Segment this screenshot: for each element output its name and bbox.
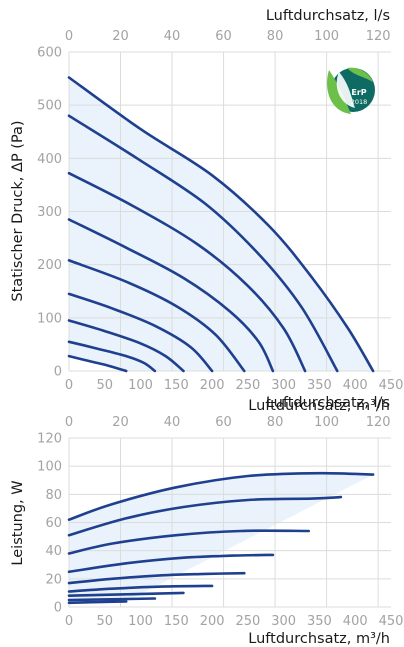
power-curve-8 — [67, 495, 343, 537]
pressure-x2-axis-title: Luftdurchsatz, l/s — [266, 8, 390, 24]
pressure-curve-8 — [67, 114, 339, 373]
power-y-tick-label: 0 — [54, 601, 62, 616]
power-curve-5 — [67, 571, 246, 585]
pressure-x2-tick-label: 20 — [112, 29, 129, 44]
pressure-x2-tick-label: 100 — [314, 29, 339, 44]
power-x2-axis-title: Luftdurchsatz, l/s — [266, 395, 390, 411]
pressure-x2-tick-label: 40 — [164, 29, 181, 44]
pressure-y-tick-label: 500 — [37, 99, 62, 114]
pressure-curve-7 — [67, 171, 307, 373]
pressure-y-tick-label: 0 — [54, 365, 62, 380]
pressure-y-tick-label: 100 — [37, 311, 62, 326]
pressure-y-tick-label: 600 — [37, 46, 62, 61]
power-x-tick-label: 450 — [379, 614, 404, 629]
power-y-axis-title: Leistung, W — [10, 480, 26, 565]
erp-leaf-top — [347, 67, 373, 82]
pressure-y-tick-label: 300 — [37, 205, 62, 220]
power-x2-tick-label: 0 — [65, 415, 73, 430]
erp-badge-text: ErP — [351, 88, 366, 97]
pressure-curve-2 — [67, 340, 157, 373]
pressure-y-tick-label: 400 — [37, 152, 62, 167]
pressure-x-tick-label: 200 — [200, 378, 225, 393]
power-y-tick-label: 40 — [45, 544, 62, 559]
power-y-tick-label: 60 — [45, 516, 62, 531]
pressure-x2-tick-label: 60 — [215, 29, 232, 44]
power-envelope-area — [69, 473, 374, 603]
pressure-x-tick-label: 0 — [65, 378, 73, 393]
power-curve-6 — [67, 553, 275, 574]
pressure-x-tick-label: 250 — [235, 378, 260, 393]
pressure-curve-6 — [67, 218, 275, 373]
power-x-tick-label: 50 — [97, 614, 114, 629]
power-x-tick-label: 250 — [235, 614, 260, 629]
power-x2-tick-label: 40 — [164, 415, 181, 430]
power-y-tick-label: 100 — [37, 460, 62, 475]
pressure-x2-tick-label: 0 — [65, 29, 73, 44]
power-curve-9 — [67, 471, 375, 521]
power-x-tick-label: 200 — [200, 614, 225, 629]
pressure-x-axis-title: Luftdurchsatz, m³/h — [248, 398, 390, 414]
erp-leaf-inner — [336, 72, 355, 108]
pressure-x-tick-label: 400 — [343, 378, 368, 393]
power-y-tick-label: 80 — [45, 488, 62, 503]
power-curve-1 — [67, 600, 128, 605]
pressure-x-tick-label: 50 — [97, 378, 114, 393]
power-x2-tick-label: 80 — [267, 415, 284, 430]
power-curve-2 — [67, 597, 157, 602]
pressure-x2-tick-label: 120 — [366, 29, 391, 44]
power-x2-tick-label: 20 — [112, 415, 129, 430]
pressure-curve-9 — [67, 76, 375, 373]
pressure-x-tick-label: 300 — [271, 378, 296, 393]
pressure-curve-1 — [67, 354, 128, 373]
pressure-y-tick-label: 200 — [37, 258, 62, 273]
pressure-curve-3 — [67, 319, 185, 373]
pressure-y-axis-title: Statischer Druck, ΔP (Pa) — [10, 120, 26, 301]
pressure-curve-4 — [67, 292, 214, 373]
power-y-tick-label: 20 — [45, 572, 62, 587]
erp-badge-year: 2018 — [351, 98, 368, 106]
pressure-x2-tick-label: 80 — [267, 29, 284, 44]
power-y-tick-label: 120 — [37, 432, 62, 447]
power-x-tick-label: 150 — [164, 614, 189, 629]
power-x2-tick-label: 100 — [314, 415, 339, 430]
power-x-axis-title: Luftdurchsatz, m³/h — [248, 631, 390, 647]
pressure-x-tick-label: 150 — [164, 378, 189, 393]
power-curve-7 — [67, 529, 310, 555]
power-curve-3 — [67, 591, 185, 597]
pressure-x-tick-label: 450 — [379, 378, 404, 393]
pressure-x-tick-label: 100 — [128, 378, 153, 393]
power-x-tick-label: 100 — [128, 614, 153, 629]
power-x-tick-label: 0 — [65, 614, 73, 629]
pressure-x-tick-label: 350 — [307, 378, 332, 393]
pressure-curve-5 — [67, 259, 246, 373]
power-x-tick-label: 350 — [307, 614, 332, 629]
power-x2-tick-label: 120 — [366, 415, 391, 430]
power-curve-4 — [67, 584, 214, 593]
power-x-tick-label: 400 — [343, 614, 368, 629]
pressure-envelope-area — [69, 77, 374, 371]
power-x-tick-label: 300 — [271, 614, 296, 629]
power-x2-tick-label: 60 — [215, 415, 232, 430]
